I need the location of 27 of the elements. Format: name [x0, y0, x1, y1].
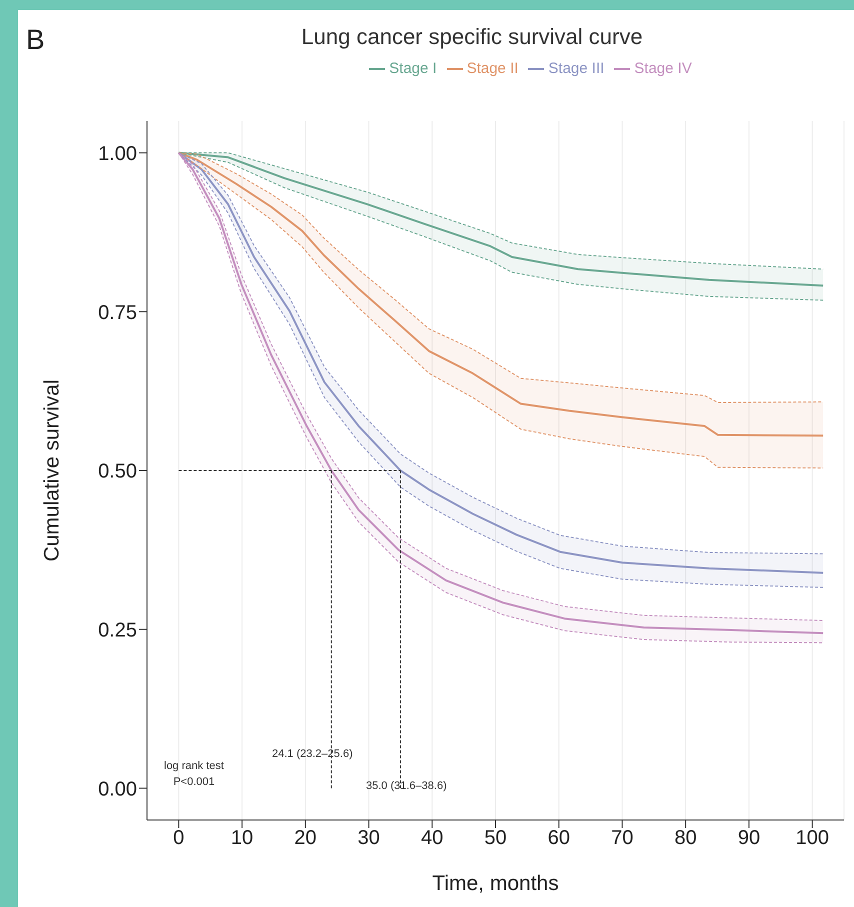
legend-label: Stage III [548, 60, 604, 77]
y-tick-label: 0.75 [98, 302, 137, 324]
y-tick-label: 0.25 [98, 619, 137, 642]
x-tick-label: 60 [548, 827, 570, 850]
x-tick-label: 20 [294, 827, 317, 850]
x-tick-label: 10 [230, 827, 254, 850]
y-tick-label: 0.50 [98, 460, 137, 483]
x-axis-title: Time, months [432, 872, 559, 895]
legend-label: Stage I [389, 60, 437, 77]
y-tick-label: 1.00 [98, 142, 137, 165]
y-axis-title: Cumulative survival [40, 379, 64, 562]
x-tick-label: 0 [173, 827, 184, 850]
annotation: 35.0 (31.6–38.6) [366, 780, 447, 792]
legend-label: Stage IV [634, 60, 692, 77]
x-tick-label: 90 [738, 827, 760, 850]
legend-label: Stage II [466, 60, 518, 77]
y-tick-label: 0.00 [98, 778, 137, 800]
x-tick-label: 70 [611, 827, 634, 850]
x-tick-label: 40 [421, 827, 444, 850]
text: B [26, 24, 45, 56]
x-tick-label: 100 [796, 827, 830, 850]
x-tick-label: 30 [358, 827, 380, 850]
annotation: 24.1 (23.2–25.6) [272, 748, 353, 760]
annotation: log rank test P<0.001 [164, 759, 224, 790]
x-tick-label: 50 [484, 827, 507, 850]
x-tick-label: 80 [674, 827, 697, 850]
chart-title: Lung cancer specific survival curve [301, 24, 643, 49]
